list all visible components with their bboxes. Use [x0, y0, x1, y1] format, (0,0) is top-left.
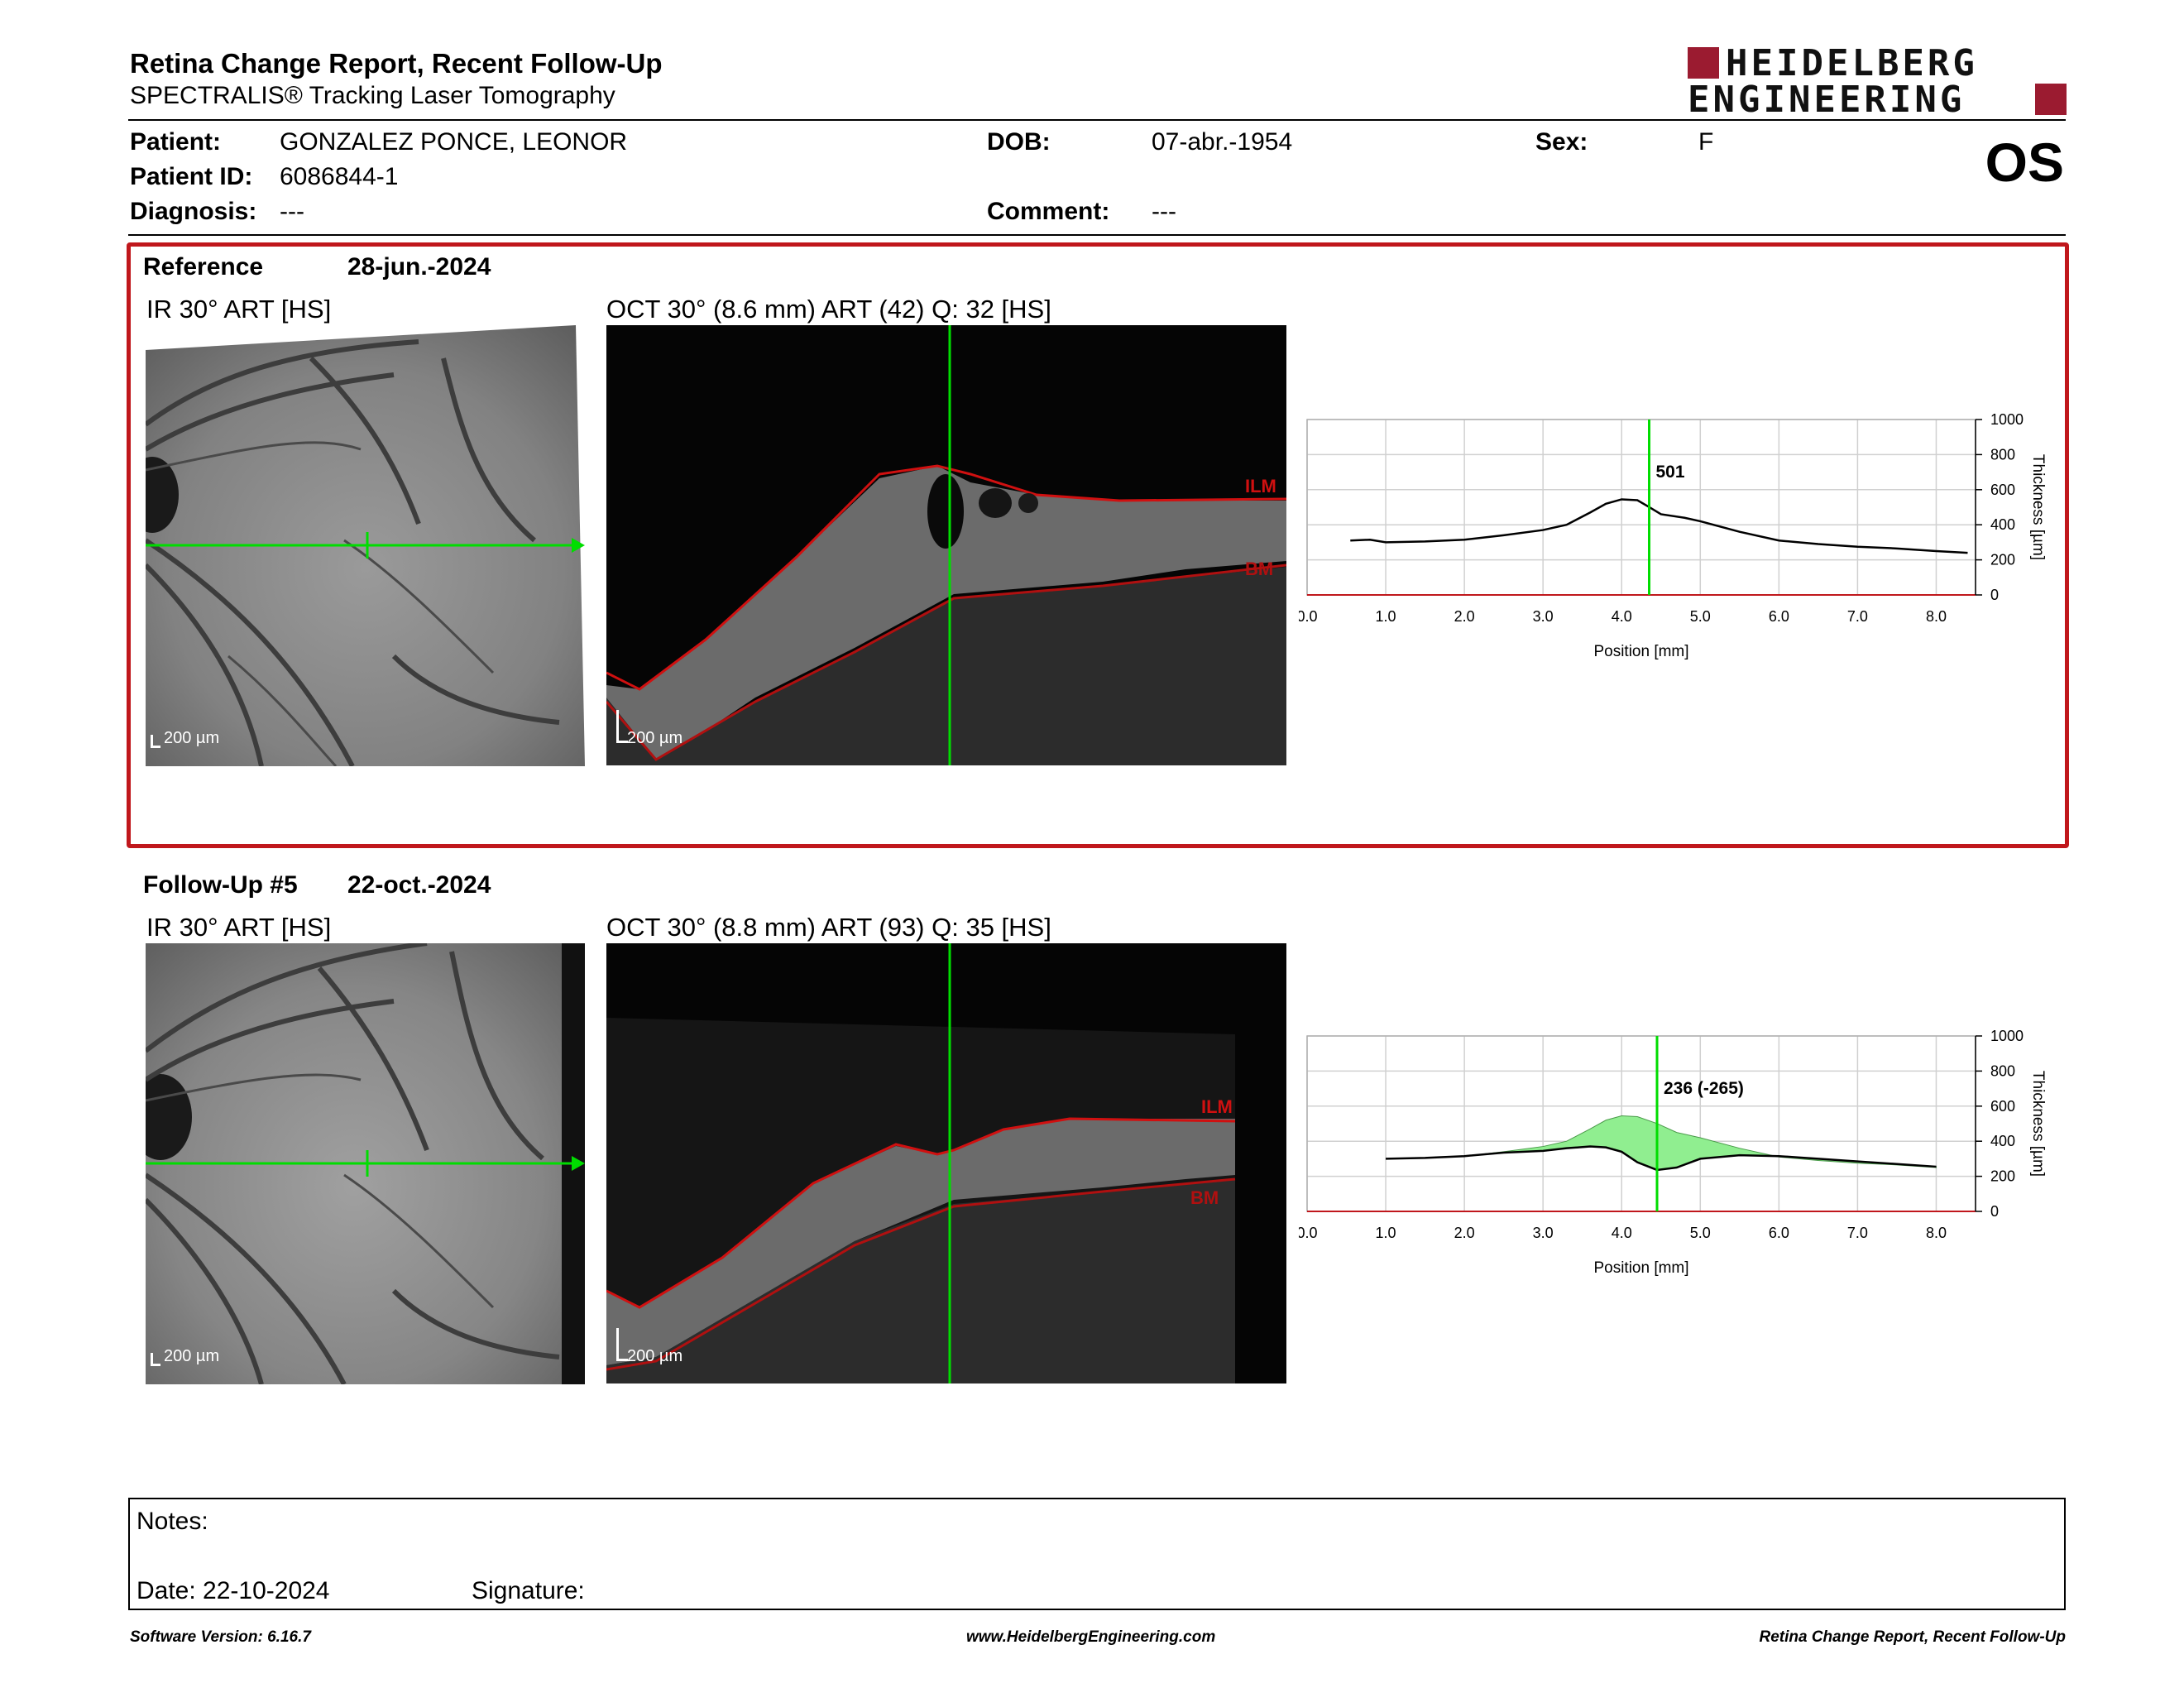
logo-square-icon	[1688, 47, 1719, 79]
y-tick-label: 600	[1990, 482, 2015, 498]
followup-date: 22-oct.-2024	[347, 871, 491, 899]
patient-name: GONZALEZ PONCE, LEONOR	[280, 128, 628, 156]
reference-ir-label: IR 30° ART [HS]	[146, 295, 332, 324]
x-tick-label: 7.0	[1847, 608, 1868, 625]
followup-ir-scale: 200 µm	[164, 1347, 219, 1365]
cursor-value-label: 501	[1656, 463, 1685, 482]
reference-ir-scale: 200 µm	[164, 729, 219, 747]
x-tick-label: 6.0	[1769, 608, 1789, 625]
date-label: Date: 22-10-2024	[136, 1577, 330, 1604]
followup-thickness-line	[1386, 1145, 1937, 1172]
followup-title: Follow-Up #5	[143, 871, 298, 899]
logo-line1: HEIDELBERG	[1726, 42, 1978, 84]
x-tick-label: 3.0	[1533, 608, 1554, 625]
diagnosis-value: ---	[280, 198, 304, 225]
y-tick-label: 200	[1990, 552, 2015, 568]
y-tick-label: 800	[1990, 1062, 2015, 1079]
y-tick-label: 0	[1990, 587, 1999, 603]
dob-label: DOB:	[987, 128, 1051, 156]
reference-ilm-label: ILM	[1245, 476, 1276, 496]
footer-report-name: Retina Change Report, Recent Follow-Up	[1759, 1628, 2066, 1646]
comment-label: Comment:	[987, 198, 1110, 225]
patient-divider	[128, 234, 2066, 236]
x-tick-label: 1.0	[1376, 1225, 1396, 1241]
reference-title: Reference	[143, 253, 264, 281]
heidelberg-logo: HEIDELBERG ENGINEERING	[1688, 46, 2068, 118]
followup-oct-scale: 200 µm	[627, 1347, 682, 1365]
notes-label: Notes:	[136, 1508, 208, 1535]
y-axis-label: Thickness [µm]	[2029, 454, 2047, 560]
signature-label: Signature:	[472, 1577, 585, 1604]
reference-thickness-chart: 0.0 1.0 2.0 3.0 4.0 5.0 6.0 7.0 8.0 0 200 400 600 800…	[1299, 411, 2047, 660]
comment-value: ---	[1152, 198, 1176, 225]
patient-label: Patient:	[130, 128, 222, 156]
x-tick-label: 7.0	[1847, 1225, 1868, 1241]
y-axis-label: Thickness [µm]	[2029, 1071, 2047, 1177]
reference-oct-scale: 200 µm	[627, 729, 682, 747]
x-tick-label: 0.0	[1299, 1225, 1318, 1241]
reference-ir-image: 200 µm	[126, 325, 585, 768]
report-subtitle: SPECTRALIS® Tracking Laser Tomography	[130, 82, 615, 109]
x-tick-label: 8.0	[1926, 608, 1947, 625]
followup-ilm-label: ILM	[1201, 1096, 1233, 1117]
x-tick-label: 6.0	[1769, 1225, 1789, 1241]
x-tick-label: 5.0	[1690, 1225, 1711, 1241]
diagnosis-label: Diagnosis:	[130, 198, 257, 225]
x-tick-label: 1.0	[1376, 608, 1396, 625]
y-tick-label: 400	[1990, 516, 2015, 533]
patient-id: 6086844-1	[280, 163, 399, 190]
plot-frame	[1306, 419, 1976, 596]
followup-ir-image: 200 µm	[129, 941, 585, 1386]
x-tick-label: 5.0	[1690, 608, 1711, 625]
sex-value: F	[1698, 128, 1714, 156]
reference-bm-label: BM	[1245, 559, 1273, 579]
x-axis-label: Position [mm]	[1593, 643, 1688, 660]
reference-frame	[127, 242, 2069, 848]
reference-date: 28-jun.-2024	[347, 253, 491, 281]
x-axis-label: Position [mm]	[1593, 1259, 1688, 1277]
eye-indicator: OS	[1985, 132, 2064, 193]
followup-ir-label: IR 30° ART [HS]	[146, 913, 332, 942]
x-tick-label: 0.0	[1299, 608, 1318, 625]
report-title: Retina Change Report, Recent Follow-Up	[130, 48, 663, 79]
y-tick-label: 0	[1990, 1203, 1999, 1220]
dob-value: 07-abr.-1954	[1152, 128, 1293, 156]
followup-bm-label: BM	[1190, 1187, 1219, 1208]
followup-oct-label: OCT 30° (8.8 mm) ART (93) Q: 35 [HS]	[606, 913, 1051, 942]
footer-software-version: Software Version: 6.16.7	[130, 1628, 311, 1646]
y-tick-label: 800	[1990, 446, 2015, 463]
x-tick-label: 8.0	[1926, 1225, 1947, 1241]
followup-thickness-chart: 0.0 1.0 2.0 3.0 4.0 5.0 6.0 7.0 8.0 0 200 400 600 800…	[1299, 1028, 2047, 1277]
y-tick-label: 1000	[1990, 411, 2024, 428]
header-divider	[128, 119, 2066, 121]
x-tick-label: 2.0	[1454, 608, 1475, 625]
sex-label: Sex:	[1535, 128, 1588, 156]
y-tick-label: 600	[1990, 1098, 2015, 1115]
x-tick-label: 4.0	[1612, 1225, 1632, 1241]
notes-box	[128, 1498, 2066, 1610]
y-tick-label: 200	[1990, 1168, 2015, 1185]
logo-square-icon	[2035, 84, 2067, 115]
reference-oct-label: OCT 30° (8.6 mm) ART (42) Q: 32 [HS]	[606, 295, 1051, 324]
x-tick-label: 3.0	[1533, 1225, 1554, 1241]
y-tick-label: 400	[1990, 1133, 2015, 1149]
followup-oct-image: ILM BM 200 µm	[606, 943, 1286, 1383]
x-tick-label: 2.0	[1454, 1225, 1475, 1241]
thickness-line	[1350, 498, 1968, 554]
reference-oct-image: ILM BM 200 µm	[606, 325, 1286, 765]
footer-website: www.HeidelbergEngineering.com	[966, 1628, 1216, 1646]
cursor-value-label: 236 (-265)	[1664, 1079, 1744, 1098]
logo-line2: ENGINEERING	[1688, 79, 1966, 121]
patient-id-label: Patient ID:	[130, 163, 253, 190]
y-tick-label: 1000	[1990, 1028, 2024, 1044]
x-tick-label: 4.0	[1612, 608, 1632, 625]
